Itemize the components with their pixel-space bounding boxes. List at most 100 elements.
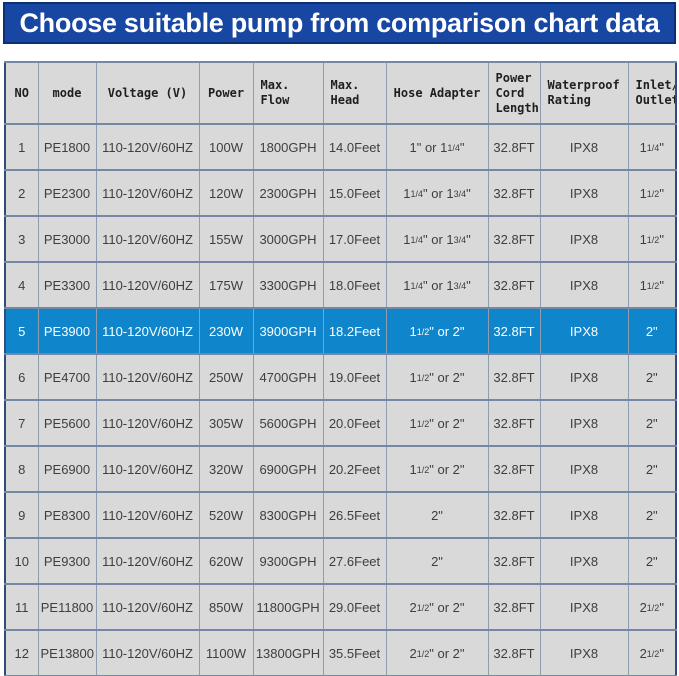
cell-power_cord_length: 32.8FT	[487, 123, 541, 171]
cell-max_head: 15.0Feet	[322, 169, 387, 217]
cell-power: 250W	[198, 353, 254, 401]
cell-waterproof_rating: IPX8	[539, 445, 629, 493]
cell-max_flow: 6900GPH	[252, 445, 324, 493]
fraction: 1/2	[646, 648, 660, 659]
cell-mode: PE3300	[37, 261, 97, 309]
cell-max_head: 29.0Feet	[322, 583, 387, 631]
fraction: 1/2	[416, 326, 430, 337]
cell-voltage: 110-120V/60HZ	[95, 629, 200, 676]
cell-no: 2	[4, 169, 39, 217]
cell-voltage: 110-120V/60HZ	[95, 491, 200, 539]
fraction: 1/2	[416, 418, 430, 429]
cell-mode: PE2300	[37, 169, 97, 217]
cell-max_head: 19.0Feet	[322, 353, 387, 401]
cell-max_flow: 3300GPH	[252, 261, 324, 309]
cell-mode: PE9300	[37, 537, 97, 585]
cell-voltage: 110-120V/60HZ	[95, 353, 200, 401]
cell-no: 10	[4, 537, 39, 585]
table-row-pe4700: 6 PE4700 110-120V/60HZ 250W 4700GPH 19.0Feet 1…	[4, 353, 677, 401]
fraction: 3/4	[453, 280, 467, 291]
cell-max_head: 35.5Feet	[322, 629, 387, 676]
cell-max_flow: 11800GPH	[252, 583, 324, 631]
cell-inlet_outlet: 11/4"	[627, 123, 677, 171]
cell-no: 6	[4, 353, 39, 401]
cell-hose_adapter: 11/2" or 2"	[385, 307, 489, 355]
pump-comparison-table: NO mode Voltage (V) Power Max. Flow Max. Head…	[4, 61, 677, 676]
fraction: 1/2	[646, 280, 660, 291]
cell-inlet_outlet: 11/2"	[627, 261, 677, 309]
cell-mode: PE3000	[37, 215, 97, 263]
table-row-pe11800: 11 PE11800 110-120V/60HZ 850W 11800GPH 29.0Fe…	[4, 583, 677, 631]
cell-hose_adapter: 11/2" or 2"	[385, 445, 489, 493]
cell-no: 7	[4, 399, 39, 447]
cell-mode: PE11800	[37, 583, 97, 631]
cell-power_cord_length: 32.8FT	[487, 629, 541, 676]
page-title: Choose suitable pump from comparison cha…	[3, 2, 676, 44]
cell-inlet_outlet: 2"	[627, 353, 677, 401]
cell-mode: PE3900	[37, 307, 97, 355]
pump-table-body: 1 PE1800 110-120V/60HZ 100W 1800GPH 14.0Feet 1…	[4, 123, 677, 676]
fraction: 1/4	[646, 142, 660, 153]
fraction: 1/2	[416, 648, 430, 659]
cell-max_flow: 3000GPH	[252, 215, 324, 263]
cell-max_flow: 4700GPH	[252, 353, 324, 401]
fraction: 1/2	[646, 234, 660, 245]
cell-voltage: 110-120V/60HZ	[95, 307, 200, 355]
column-header-waterproof_rating: Waterproof Rating	[539, 61, 629, 125]
cell-power: 175W	[198, 261, 254, 309]
cell-max_head: 18.2Feet	[322, 307, 387, 355]
cell-hose_adapter: 21/2" or 2"	[385, 583, 489, 631]
cell-mode: PE8300	[37, 491, 97, 539]
cell-inlet_outlet: 21/2"	[627, 629, 677, 676]
column-header-inlet_outlet: Inlet/ Outlet	[627, 61, 677, 125]
cell-waterproof_rating: IPX8	[539, 491, 629, 539]
cell-mode: PE4700	[37, 353, 97, 401]
table-header: NO mode Voltage (V) Power Max. Flow Max. Head…	[4, 61, 677, 125]
cell-power: 620W	[198, 537, 254, 585]
table-row-pe1800: 1 PE1800 110-120V/60HZ 100W 1800GPH 14.0Feet 1…	[4, 123, 677, 171]
table-row-pe3300: 4 PE3300 110-120V/60HZ 175W 3300GPH 18.0Feet 1…	[4, 261, 677, 309]
fraction: 3/4	[453, 188, 467, 199]
cell-no: 9	[4, 491, 39, 539]
cell-waterproof_rating: IPX8	[539, 169, 629, 217]
cell-waterproof_rating: IPX8	[539, 215, 629, 263]
cell-waterproof_rating: IPX8	[539, 123, 629, 171]
cell-waterproof_rating: IPX8	[539, 261, 629, 309]
cell-voltage: 110-120V/60HZ	[95, 399, 200, 447]
cell-power_cord_length: 32.8FT	[487, 537, 541, 585]
fraction: 1/4	[410, 188, 423, 199]
cell-max_head: 18.0Feet	[322, 261, 387, 309]
fraction: 1/2	[416, 602, 430, 613]
cell-power_cord_length: 32.8FT	[487, 261, 541, 309]
table-row-pe3000: 3 PE3000 110-120V/60HZ 155W 3000GPH 17.0Feet 1…	[4, 215, 677, 263]
cell-voltage: 110-120V/60HZ	[95, 261, 200, 309]
cell-max_head: 27.6Feet	[322, 537, 387, 585]
cell-voltage: 110-120V/60HZ	[95, 169, 200, 217]
cell-mode: PE5600	[37, 399, 97, 447]
cell-inlet_outlet: 2"	[627, 399, 677, 447]
cell-power: 320W	[198, 445, 254, 493]
cell-inlet_outlet: 21/2"	[627, 583, 677, 631]
cell-waterproof_rating: IPX8	[539, 307, 629, 355]
cell-max_head: 14.0Feet	[322, 123, 387, 171]
cell-hose_adapter: 2"	[385, 491, 489, 539]
cell-power_cord_length: 32.8FT	[487, 491, 541, 539]
cell-hose_adapter: 11/4" or 13/4"	[385, 169, 489, 217]
cell-max_flow: 5600GPH	[252, 399, 324, 447]
cell-no: 1	[4, 123, 39, 171]
column-header-power: Power	[198, 61, 254, 125]
cell-mode: PE13800	[37, 629, 97, 676]
cell-max_flow: 8300GPH	[252, 491, 324, 539]
cell-mode: PE1800	[37, 123, 97, 171]
cell-waterproof_rating: IPX8	[539, 399, 629, 447]
cell-no: 11	[4, 583, 39, 631]
column-header-no: NO	[4, 61, 39, 125]
cell-waterproof_rating: IPX8	[539, 537, 629, 585]
cell-max_head: 20.2Feet	[322, 445, 387, 493]
cell-power_cord_length: 32.8FT	[487, 307, 541, 355]
cell-hose_adapter: 21/2" or 2"	[385, 629, 489, 676]
cell-max_flow: 3900GPH	[252, 307, 324, 355]
column-header-power_cord_length: Power Cord Length	[487, 61, 541, 125]
cell-power_cord_length: 32.8FT	[487, 169, 541, 217]
